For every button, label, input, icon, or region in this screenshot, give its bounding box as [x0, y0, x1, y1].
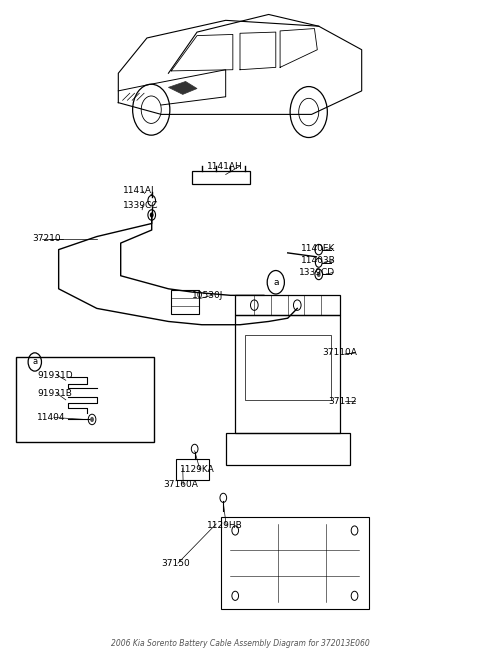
Text: 1141AH: 1141AH — [206, 161, 242, 171]
Text: 37160A: 37160A — [164, 480, 199, 489]
Text: 11403B: 11403B — [300, 256, 336, 265]
Text: 91931D: 91931D — [37, 371, 73, 380]
Text: 91931B: 91931B — [37, 389, 72, 398]
Text: 10530J: 10530J — [192, 291, 224, 300]
Circle shape — [150, 213, 154, 218]
Text: a: a — [32, 358, 37, 367]
Text: 2006 Kia Sorento Battery Cable Assembly Diagram for 372013E060: 2006 Kia Sorento Battery Cable Assembly … — [110, 639, 370, 648]
Text: 1339CC: 1339CC — [123, 201, 158, 210]
Text: 1129KA: 1129KA — [180, 465, 215, 474]
Polygon shape — [168, 81, 197, 94]
Text: 37112: 37112 — [328, 397, 357, 405]
Text: 37210: 37210 — [33, 234, 61, 243]
Text: 1141AJ: 1141AJ — [123, 186, 155, 195]
Text: 37150: 37150 — [161, 559, 190, 567]
Text: 37110A: 37110A — [322, 348, 357, 358]
Text: a: a — [273, 277, 278, 287]
Text: 1140EK: 1140EK — [301, 244, 336, 253]
Text: 1339CD: 1339CD — [300, 268, 336, 277]
Text: 1129HB: 1129HB — [206, 521, 242, 530]
Circle shape — [90, 417, 94, 422]
FancyBboxPatch shape — [16, 358, 154, 442]
Text: 11404: 11404 — [37, 413, 66, 422]
Circle shape — [317, 272, 321, 277]
